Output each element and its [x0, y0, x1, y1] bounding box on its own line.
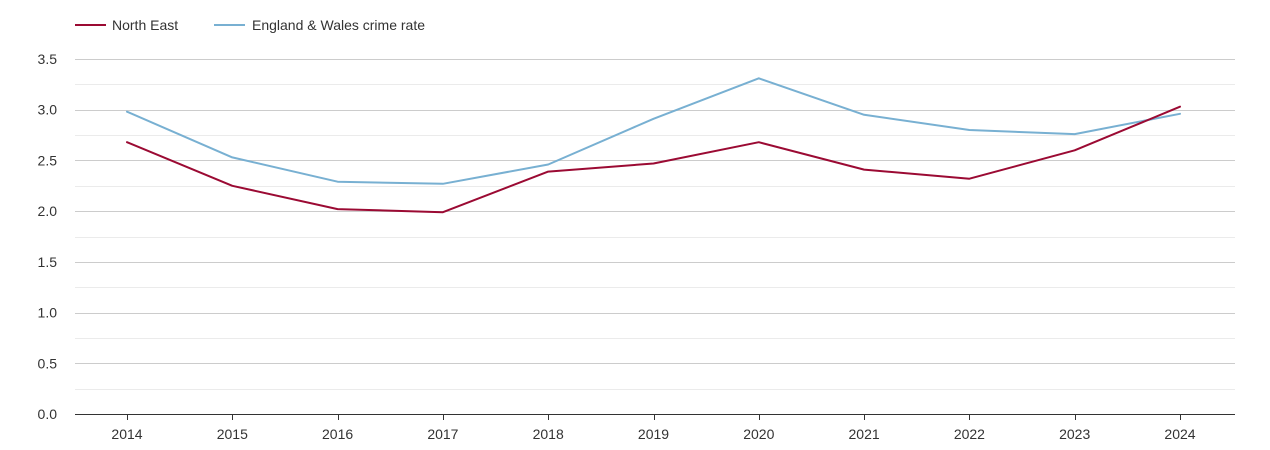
series-lines [126, 77, 1181, 214]
series-line-england-wales [126, 77, 1181, 185]
x-tick-label: 2019 [638, 426, 669, 442]
y-tick-label: 1.5 [38, 254, 58, 270]
x-axis: 2014 2015 2016 2017 2018 2019 2020 2021 2022 2023… [75, 414, 1235, 442]
x-tick-label: 2018 [533, 426, 564, 442]
y-tick-label: 0.5 [38, 355, 58, 371]
grid-lines [75, 59, 1235, 390]
x-tick-label: 2015 [217, 426, 248, 442]
y-tick-label: 3.0 [38, 102, 58, 118]
series-line-north-east [126, 105, 1181, 214]
y-tick-label: 2.0 [38, 203, 58, 219]
y-tick-label: 2.5 [38, 152, 58, 168]
y-tick-label: 3.5 [38, 51, 58, 67]
legend-label-england-wales: England & Wales crime rate [252, 17, 425, 33]
legend-label-north-east: North East [112, 17, 178, 33]
y-tick-label: 0.0 [38, 406, 58, 422]
x-tick-label: 2021 [849, 426, 880, 442]
x-tick-label: 2014 [111, 426, 142, 442]
x-tick-label: 2024 [1164, 426, 1195, 442]
x-tick-label: 2017 [427, 426, 458, 442]
y-axis: 0.0 0.5 1.0 1.5 2.0 2.5 3.0 3.5 [38, 51, 58, 422]
legend: North East England & Wales crime rate [75, 17, 425, 33]
x-tick-label: 2023 [1059, 426, 1090, 442]
x-tick-label: 2016 [322, 426, 353, 442]
y-tick-label: 1.0 [38, 305, 58, 321]
x-tick-label: 2022 [954, 426, 985, 442]
x-tick-label: 2020 [743, 426, 774, 442]
